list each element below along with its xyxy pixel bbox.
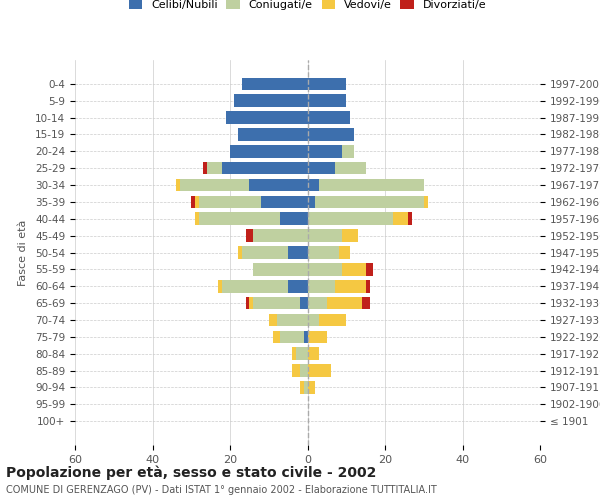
Bar	[250, 178, 308, 192]
Bar	[272, 330, 280, 343]
Bar	[199, 212, 280, 225]
Bar	[365, 263, 373, 276]
Bar	[203, 162, 207, 174]
Bar	[300, 297, 308, 310]
Bar	[308, 314, 319, 326]
Bar	[393, 212, 408, 225]
Bar	[308, 111, 350, 124]
Bar	[261, 196, 308, 208]
Bar	[250, 297, 253, 310]
Bar	[222, 162, 308, 174]
Bar	[308, 145, 343, 158]
Bar	[242, 246, 288, 259]
Bar	[408, 212, 412, 225]
Bar	[343, 145, 354, 158]
Bar	[242, 78, 308, 90]
Bar	[424, 196, 428, 208]
Bar	[335, 280, 365, 292]
Bar	[176, 178, 179, 192]
Text: Popolazione per età, sesso e stato civile - 2002: Popolazione per età, sesso e stato civil…	[6, 465, 376, 479]
Bar	[362, 297, 370, 310]
Bar	[253, 230, 308, 242]
Bar	[288, 280, 308, 292]
Bar	[319, 314, 346, 326]
Bar	[315, 196, 424, 208]
Bar	[365, 280, 370, 292]
Bar	[238, 128, 308, 141]
Bar	[308, 330, 327, 343]
Bar	[269, 314, 277, 326]
Bar	[207, 162, 222, 174]
Legend: Celibi/Nubili, Coniugati/e, Vedovi/e, Divorziati/e: Celibi/Nubili, Coniugati/e, Vedovi/e, Di…	[125, 0, 490, 14]
Bar	[308, 297, 327, 310]
Bar	[335, 162, 365, 174]
Bar	[234, 94, 308, 107]
Bar	[308, 162, 335, 174]
Bar	[253, 297, 300, 310]
Y-axis label: Fasce di età: Fasce di età	[18, 220, 28, 286]
Text: COMUNE DI GERENZAGO (PV) - Dati ISTAT 1° gennaio 2002 - Elaborazione TUTTITALIA.: COMUNE DI GERENZAGO (PV) - Dati ISTAT 1°…	[6, 485, 437, 495]
Bar	[199, 196, 261, 208]
Bar	[230, 145, 308, 158]
Bar	[308, 348, 319, 360]
Bar	[308, 364, 331, 377]
Bar	[277, 314, 308, 326]
Bar	[238, 246, 242, 259]
Bar	[327, 297, 362, 310]
Bar	[222, 280, 288, 292]
Bar	[308, 381, 315, 394]
Bar	[343, 263, 365, 276]
Bar	[218, 280, 222, 292]
Bar	[179, 178, 250, 192]
Bar	[245, 297, 250, 310]
Bar	[308, 212, 393, 225]
Bar	[308, 230, 343, 242]
Bar	[308, 246, 338, 259]
Bar	[308, 94, 346, 107]
Bar	[308, 78, 346, 90]
Bar	[195, 212, 199, 225]
Bar	[253, 263, 308, 276]
Bar	[292, 348, 296, 360]
Bar	[300, 364, 308, 377]
Bar	[308, 128, 354, 141]
Bar	[308, 280, 335, 292]
Bar	[296, 348, 308, 360]
Bar	[343, 230, 358, 242]
Bar	[280, 212, 308, 225]
Bar	[300, 381, 304, 394]
Bar	[280, 330, 304, 343]
Bar	[195, 196, 199, 208]
Bar	[292, 364, 300, 377]
Bar	[319, 178, 424, 192]
Bar	[304, 330, 308, 343]
Bar	[191, 196, 195, 208]
Bar	[308, 263, 343, 276]
Bar	[245, 230, 253, 242]
Bar	[308, 178, 319, 192]
Bar	[288, 246, 308, 259]
Bar	[226, 111, 308, 124]
Bar	[304, 381, 308, 394]
Bar	[338, 246, 350, 259]
Bar	[308, 196, 315, 208]
